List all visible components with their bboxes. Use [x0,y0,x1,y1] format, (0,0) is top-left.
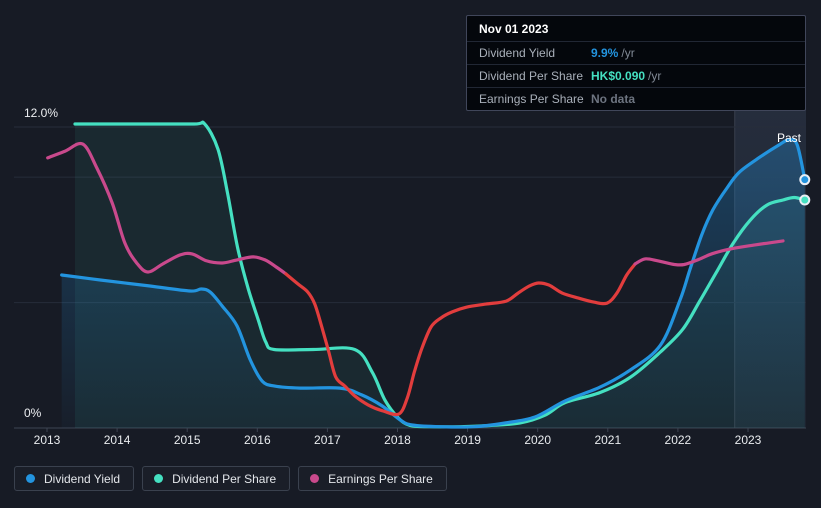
earnings-per-share-line [46,141,288,276]
tooltip-date: Nov 01 2023 [479,22,549,36]
legend-item-dividend-yield[interactable]: Dividend Yield [14,466,135,491]
x-axis-tick-label: 2015 [173,433,201,447]
dividend-yield-dot-icon [26,474,35,483]
x-axis-tick-label: 2019 [454,433,481,447]
x-axis-tick-label: 2014 [103,433,131,447]
tooltip-label: Earnings Per Share [479,92,584,106]
legend-item-label: Dividend Per Share [172,471,277,486]
legend: Dividend Yield Dividend Per Share Earnin… [14,466,447,491]
earnings-per-share-line [633,239,785,267]
tooltip-value: 9.9%/yr [591,46,635,60]
legend-item-label: Earnings Per Share [328,471,433,486]
tooltip-label: Dividend Yield [479,46,556,60]
tooltip-row-earnings-per-share: Earnings Per Share No data [467,87,805,110]
tooltip-row-dividend-yield: Dividend Yield 9.9%/yr [467,41,805,64]
dividend-per-share-dot-icon [154,474,164,483]
x-axis-tick-label: 2021 [594,433,622,447]
legend-item-dividend-per-share[interactable]: Dividend Per Share [142,466,291,491]
tooltip-value: HK$0.090/yr [591,69,662,83]
legend-item-label: Dividend Yield [44,471,121,486]
x-axis-tick-label: 2016 [243,433,271,447]
x-axis-tick-label: 2018 [384,433,411,447]
tooltip-label: Dividend Per Share [479,69,584,83]
tooltip-value: No data [591,92,636,106]
end-marker-dividend-per-share [799,194,811,206]
x-axis-tick-label: 2017 [314,433,341,447]
tooltip: Nov 01 2023 Dividend Yield 9.9%/yr Divid… [466,15,806,111]
x-axis-labels: 2013 2014 2015 2016 2017 2018 2019 2020 2021 2022… [0,433,821,449]
legend-item-earnings-per-share[interactable]: Earnings Per Share [298,466,447,491]
y-axis-label-max: 12.0% [24,106,59,120]
dividend-per-share-area [75,122,805,428]
x-axis-tick-label: 2022 [664,433,692,447]
dividend-yield-line [60,138,807,429]
y-axis-label-min: 0% [24,406,42,420]
x-axis-tick-label: 2023 [734,433,762,447]
x-axis-tick-label: 2013 [33,433,61,447]
earnings-per-share-line [284,262,637,417]
earnings-per-share-dot-icon [310,474,320,483]
past-label: Past [776,131,801,145]
tooltip-row-dividend-per-share: Dividend Per Share HK$0.090/yr [467,64,805,87]
end-marker-dividend-yield [799,174,811,186]
x-axis-tick-label: 2020 [524,433,552,447]
